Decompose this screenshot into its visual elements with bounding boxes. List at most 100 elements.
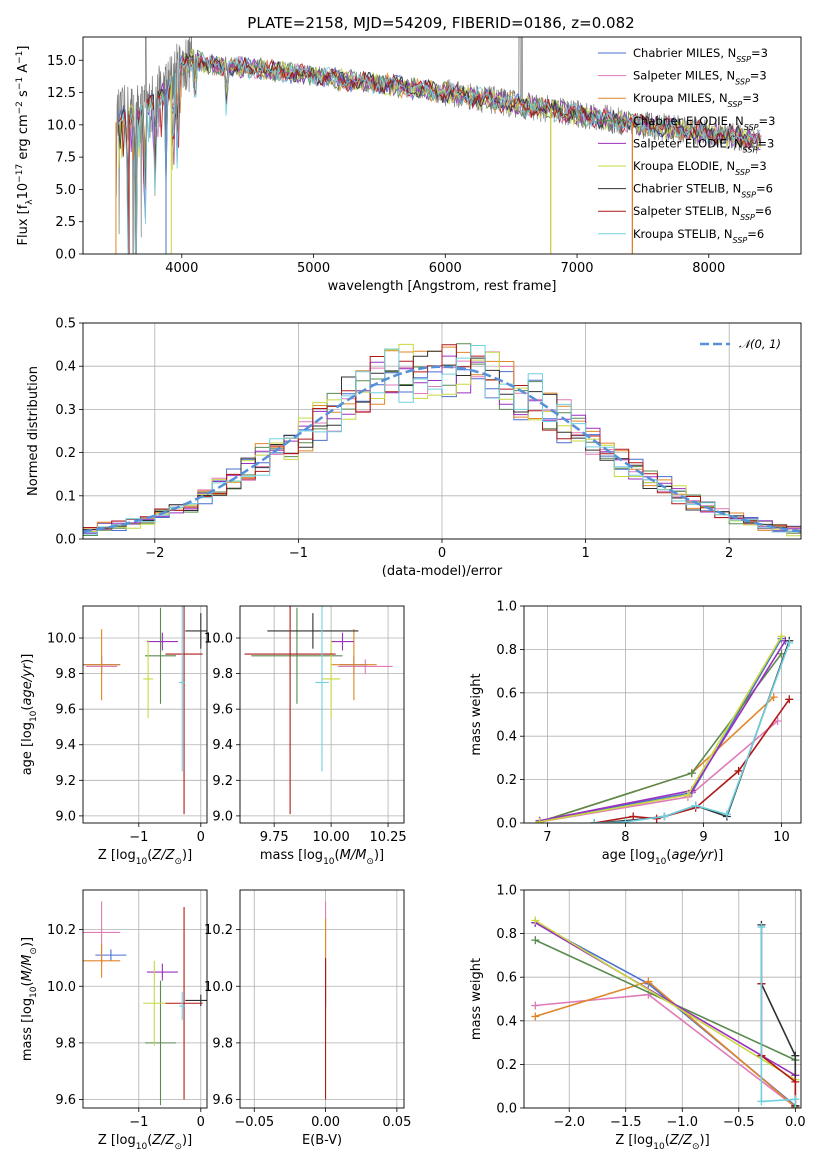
axes-frame (82, 36, 802, 255)
weight-marker-kroupa-stelib (691, 801, 700, 810)
x-axis-label: E(B-V) (302, 1133, 342, 1148)
x-tick-label: 0.00 (311, 1115, 340, 1130)
weight-marker-kroupa-elodie (683, 790, 692, 799)
x-tick-label: −1 (129, 1115, 148, 1130)
y-tick-label: 12.5 (47, 86, 76, 101)
y-tick-label: 0.0 (55, 533, 76, 548)
y-tick-label: 0.8 (496, 643, 517, 658)
y-tick-label: 10.0 (47, 632, 76, 647)
x-tick-label: 2 (725, 546, 733, 561)
y-tick-label: 1.0 (496, 600, 517, 615)
x-axis-label: Z [log10(Z/Z⊙)] (98, 848, 192, 867)
spectrum-model-kroupa-stelib (118, 51, 761, 254)
axes-frame (239, 889, 405, 1109)
weight-marker-salpeter-stelib (734, 766, 743, 775)
legend-label-kroupa-miles: Kroupa MILES, NSSP=3 (633, 91, 759, 109)
y-tick-label: 9.8 (212, 1036, 233, 1051)
y-axis-label: mass [log10(M/M⊙)] (20, 937, 39, 1061)
panel-weight-vs-Z: −2.0 −1.5 −1.0 −0.5 0.0 0.0 0.2 0.4 0.6 0.8 1.0 Z [… (469, 884, 806, 1153)
weight-marker-chabrier-elodie (687, 769, 696, 778)
y-axis-label: Flux [fλ10−17 erg cm−2 s−1 A−1] (15, 46, 35, 246)
residuals-legend: 𝒩(0, 1) (700, 337, 781, 351)
x-tick-label: −1.0 (666, 1115, 698, 1130)
weight-marker-salpeter-stelib (791, 1077, 800, 1086)
x-tick-label: 5000 (297, 261, 330, 276)
x-axis-label: Z [log10(Z/Z⊙)] (98, 1133, 192, 1152)
plot-area (531, 916, 800, 1108)
weight-marker-salpeter-stelib (629, 812, 638, 821)
legend-label-salpeter-elodie: Salpeter ELODIE, NSSP=3 (633, 136, 774, 154)
legend-label-kroupa-stelib: Kroupa STELIB, NSSP=6 (633, 227, 764, 245)
histogram-salpeter-elodie (83, 355, 801, 534)
plot-area (83, 901, 207, 1106)
y-tick-label: 0.3 (55, 403, 76, 418)
weight-marker-kroupa-miles (769, 693, 778, 702)
y-tick-label: 9.0 (212, 809, 233, 824)
plot-area (244, 606, 393, 815)
histogram-kroupa-stelib (83, 345, 801, 535)
legend-label-chabrier-stelib: Chabrier STELIB, NSSP=6 (633, 182, 773, 200)
y-tick-label: 0.4 (496, 730, 517, 745)
y-tick-label: 0.2 (496, 773, 517, 788)
weight-marker-kroupa-elodie (535, 817, 544, 823)
weight-marker-kroupa-stelib (722, 810, 731, 819)
axes-frame (82, 322, 802, 540)
weight-marker-salpeter-miles (773, 717, 782, 726)
weight-marker-kroupa-stelib (757, 1097, 766, 1106)
x-axis-label: Z [log10(Z/Z⊙)] (615, 1133, 709, 1152)
y-tick-label: 0.2 (55, 446, 76, 461)
y-tick-label: 2.5 (55, 215, 76, 230)
panel-residuals: −2 −1 0 1 2 0.0 0.1 0.2 0.3 0.4 0.5 (data-model)/er… (26, 317, 802, 579)
panel-weight-vs-age: 7 8 9 10 0.0 0.2 0.4 0.6 0.8 1.0 age [log10(age/yr… (469, 600, 802, 867)
y-tick-label: 9.8 (212, 667, 233, 682)
y-tick-label: 1.0 (496, 884, 517, 899)
weight-marker-kroupa-stelib (621, 817, 630, 823)
x-tick-label: 10 (773, 830, 790, 845)
x-tick-label: 4000 (165, 261, 198, 276)
panel-mass-vs-Z: −1 0 9.6 9.8 10.0 10.2 Z [log10(Z/Z⊙)] mass [lo… (20, 889, 208, 1152)
y-tick-label: 10.0 (204, 632, 233, 647)
y-axis-label: mass weight (469, 673, 484, 755)
y-tick-label: 0.8 (496, 927, 517, 942)
y-tick-label: 0.2 (496, 1058, 517, 1073)
x-axis-label: (data-model)/error (382, 564, 503, 579)
x-tick-label: −0.5 (723, 1115, 755, 1130)
weight-marker-kroupa-stelib (590, 819, 599, 823)
weight-marker-salpeter-stelib (785, 695, 794, 704)
x-tick-label: 10.00 (313, 830, 350, 845)
y-tick-label: 0.0 (496, 1102, 517, 1117)
y-tick-label: 10.2 (47, 923, 76, 938)
y-tick-label: 10.2 (204, 923, 233, 938)
weight-marker-kroupa-stelib (785, 638, 794, 647)
axes-frame (523, 605, 802, 824)
weight-marker-kroupa-stelib (791, 1095, 800, 1104)
panel-age-vs-Z: −1 0 9.0 9.2 9.4 9.6 9.8 10.0 Z [log10(Z/Z⊙)] age… (20, 605, 208, 867)
y-tick-label: 9.0 (55, 809, 76, 824)
legend-label-normal: 𝒩(0, 1) (739, 337, 781, 351)
x-tick-label: −1 (289, 546, 308, 561)
y-tick-label: 10.0 (47, 118, 76, 133)
y-tick-label: 10.0 (47, 980, 76, 995)
y-tick-label: 9.6 (55, 703, 76, 718)
panel-age-vs-mass: 9.75 10.00 10.25 9.0 9.2 9.4 9.6 9.8 10.0 mass [l… (204, 605, 407, 867)
spectrum-legend: Chabrier MILES, NSSP=3 Salpeter MILES, NS… (598, 46, 775, 244)
panel-spectrum: 4000 5000 6000 7000 8000 0.0 2.5 5.0 7.5 10.0 12.5… (15, 36, 802, 294)
x-axis-label: wavelength [Angstrom, rest frame] (328, 279, 557, 294)
y-tick-label: 0.4 (496, 1014, 517, 1029)
weight-marker-kroupa-elodie (777, 632, 786, 641)
axes-frame (82, 605, 208, 824)
x-tick-label: 0 (438, 546, 446, 561)
y-axis-label: age [log10(age/yr)] (20, 654, 39, 776)
weight-line-kroupa-stelib (760, 927, 797, 1108)
y-tick-label: 0.5 (55, 317, 76, 332)
y-tick-label: 9.8 (55, 667, 76, 682)
y-tick-label: 9.6 (55, 1093, 76, 1108)
x-tick-label: −1.5 (610, 1115, 642, 1130)
y-axis-label: Normed distribution (26, 366, 41, 496)
x-tick-label: 7 (543, 830, 551, 845)
legend-label-chabrier-elodie: Chabrier ELODIE, NSSP=3 (633, 114, 775, 132)
weight-marker-salpeter-miles (531, 1001, 540, 1010)
x-tick-label: −2 (145, 546, 164, 561)
y-tick-label: 0.0 (55, 248, 76, 263)
